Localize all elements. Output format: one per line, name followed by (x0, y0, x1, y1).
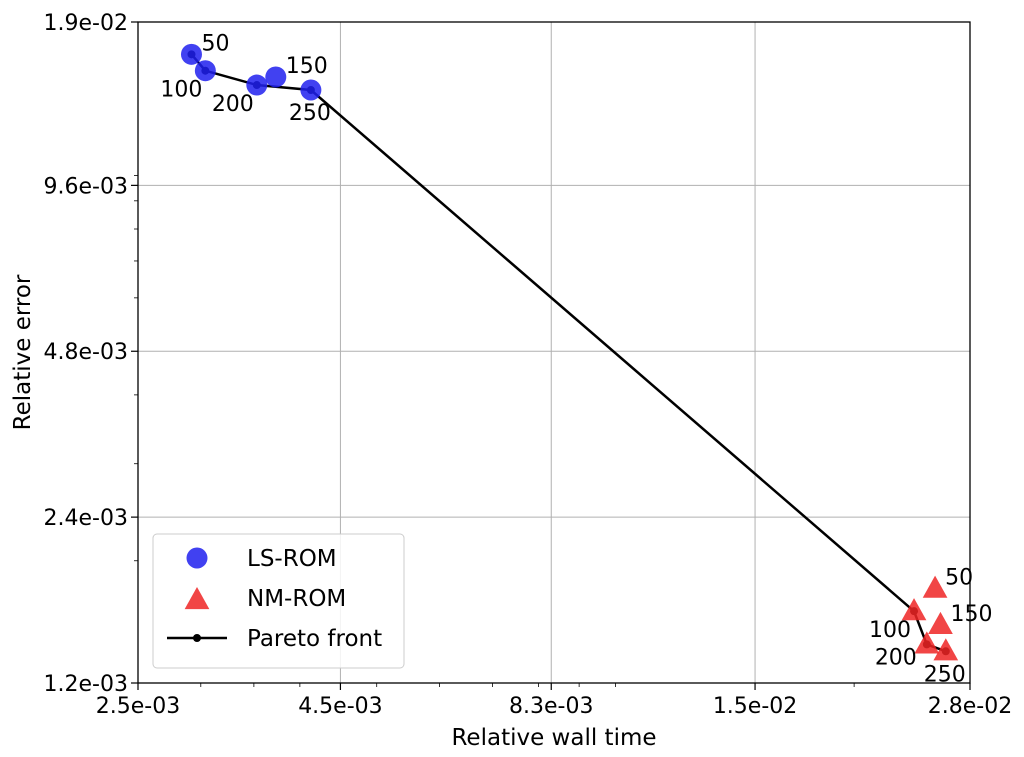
point-label: 200 (875, 645, 917, 670)
x-tick-label: 4.5e-03 (298, 694, 382, 719)
y-tick-label: 1.9e-02 (44, 11, 128, 36)
y-axis-ticks: 1.2e-03 2.4e-03 4.8e-03 9.6e-03 1.9e-02 (44, 11, 138, 697)
legend-pareto-dot (193, 634, 201, 642)
plot-frame (137, 21, 971, 684)
legend: LS-ROM NM-ROM Pareto front (152, 533, 405, 669)
ls-rom-marker (300, 79, 322, 101)
point-label: 150 (950, 602, 992, 627)
nm-rom-marker (901, 598, 927, 621)
x-tick-label: 1.5e-02 (713, 694, 797, 719)
legend-label: NM-ROM (247, 586, 346, 612)
ls-rom-marker (194, 60, 216, 82)
x-axis-label: Relative wall time (451, 725, 656, 751)
nm-rom-marker (914, 631, 940, 654)
x-axis-ticks: 2.5e-03 4.5e-03 8.3e-03 1.5e-02 2.8e-02 (96, 683, 1012, 719)
point-label: 100 (160, 78, 202, 103)
point-label: 250 (289, 101, 331, 126)
ls-rom-marker (265, 66, 287, 88)
x-tick-label: 2.8e-02 (928, 694, 1012, 719)
nm-rom-marker (933, 638, 959, 661)
point-label: 50 (201, 31, 229, 56)
legend-label: LS-ROM (247, 546, 337, 572)
legend-box (152, 533, 405, 669)
ls-rom-marker (180, 43, 202, 65)
point-label: 150 (286, 54, 328, 79)
data-markers (180, 43, 959, 661)
legend-label: Pareto front (247, 626, 382, 652)
point-label: 100 (869, 618, 911, 643)
point-label: 200 (212, 92, 254, 117)
x-tick-label: 8.3e-03 (509, 694, 593, 719)
y-tick-label: 1.2e-03 (44, 672, 128, 697)
point-label: 50 (945, 566, 973, 591)
nm-rom-marker (928, 611, 953, 634)
y-tick-label: 4.8e-03 (44, 340, 128, 365)
ls-rom-marker (246, 74, 268, 96)
y-tick-label: 2.4e-03 (44, 506, 128, 531)
y-tick-label: 9.6e-03 (44, 174, 128, 199)
legend-ls-rom-marker (186, 547, 208, 569)
x-tick-label: 2.5e-03 (96, 694, 180, 719)
nm-rom-marker (922, 575, 948, 598)
y-axis-label: Relative error (10, 274, 36, 430)
legend-nm-rom-marker (184, 587, 210, 610)
